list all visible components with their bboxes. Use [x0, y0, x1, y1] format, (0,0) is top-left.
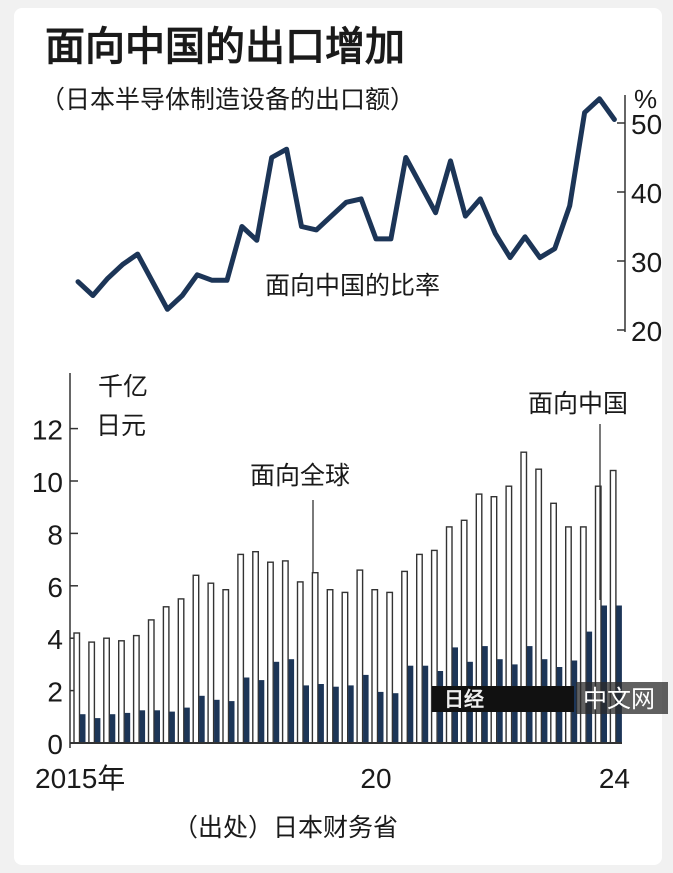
bar-x-tick-label: 24: [599, 763, 630, 794]
bar-china: [214, 699, 220, 743]
bar-china: [378, 691, 384, 743]
bar-china: [288, 659, 295, 743]
bar-global: [117, 640, 125, 744]
bar-global: [416, 553, 423, 744]
bar-global: [252, 551, 260, 744]
bar-china: [243, 677, 250, 743]
bar-china: [169, 711, 175, 743]
bar-china: [94, 718, 101, 743]
line-y-ticks: 20 30 40 50: [617, 109, 662, 347]
series-bars-global: [73, 451, 617, 744]
bar-y-tick-label: 0: [47, 729, 63, 760]
bar-china: [154, 710, 160, 744]
watermark-text: 中文网: [583, 685, 655, 713]
bar-y-tick-label: 6: [47, 572, 63, 603]
bar-global: [430, 549, 438, 744]
chart-title: 面向中国的出口增加: [45, 24, 405, 70]
bar-y-tick-label: 4: [47, 624, 63, 655]
bar-china: [80, 714, 86, 743]
bar-china: [273, 661, 280, 743]
bar-global: [222, 589, 230, 744]
bar-global: [237, 553, 245, 744]
bar-china: [348, 685, 354, 743]
source-note: （出处）日本财务省: [173, 813, 398, 842]
line-chart: 20 30 40 50 % 面向中国的比率: [75, 84, 662, 347]
bar-unit-line1: 千亿: [98, 372, 148, 401]
line-y-tick-label: 40: [631, 178, 662, 209]
line-y-tick-label: 20: [631, 316, 662, 347]
line-y-unit: %: [634, 84, 657, 114]
bar-china: [422, 665, 429, 743]
bar-china: [333, 686, 339, 743]
watermark-logo: 日经: [444, 687, 484, 711]
watermark-text-box: [576, 682, 668, 714]
bar-china: [392, 693, 399, 743]
watermark: 日经 中文网: [432, 682, 668, 714]
bar-unit-line2: 日元: [96, 411, 146, 440]
bar-global: [341, 591, 349, 744]
line-y-tick-label: 30: [631, 247, 662, 278]
bar-china: [124, 712, 131, 743]
line-y-tick-label: 50: [631, 109, 662, 140]
series-line-china-share: [75, 96, 617, 312]
bar-y-tick-label: 10: [32, 467, 63, 498]
bar-china: [303, 685, 309, 743]
bar-global: [162, 606, 170, 744]
bar-china: [571, 660, 578, 743]
bar-china: [318, 684, 324, 743]
legend-label-global: 面向全球: [250, 461, 350, 490]
bar-global: [386, 591, 394, 744]
bar-global: [371, 589, 379, 744]
bar-y-tick-label: 2: [47, 677, 63, 708]
bar-china: [363, 674, 369, 743]
bar-china: [229, 701, 235, 743]
bar-china: [407, 665, 414, 743]
chart-subtitle: （日本半导体制造设备的出口额）: [40, 85, 415, 114]
bar-global: [147, 619, 155, 744]
bar-global: [281, 560, 289, 744]
bar-china: [139, 710, 146, 744]
bar-global: [192, 574, 200, 744]
bar-global: [326, 589, 334, 744]
bar-global: [88, 641, 96, 744]
bar-global: [401, 570, 408, 744]
bar-china: [601, 605, 607, 743]
bar-global: [267, 561, 274, 744]
bar-china: [258, 680, 265, 743]
bar-global: [132, 634, 140, 744]
bar-y-tick-label: 12: [32, 415, 63, 446]
bar-global: [177, 598, 185, 744]
bar-global: [356, 569, 364, 744]
bar-y-tick-label: 8: [47, 519, 63, 550]
bar-china: [616, 605, 622, 743]
bar-x-tick-label: 20: [360, 763, 391, 794]
bar-global: [207, 582, 215, 744]
bar-x-ticks: 2015年 20 24: [35, 763, 630, 794]
bar-x-tick-label: 2015年: [35, 763, 125, 794]
bar-global: [296, 581, 304, 744]
bar-global: [73, 632, 81, 744]
bar-china: [109, 714, 116, 743]
bar-y-ticks: 0 2 4 6 8 10 12: [32, 415, 78, 760]
bar-global: [311, 572, 319, 744]
bar-global: [103, 637, 111, 744]
watermark-logo-box: [432, 686, 574, 712]
legend-label-china: 面向中国: [528, 389, 628, 418]
bar-china: [199, 695, 205, 743]
bar-china: [184, 707, 190, 743]
line-series-label: 面向中国的比率: [265, 271, 440, 300]
